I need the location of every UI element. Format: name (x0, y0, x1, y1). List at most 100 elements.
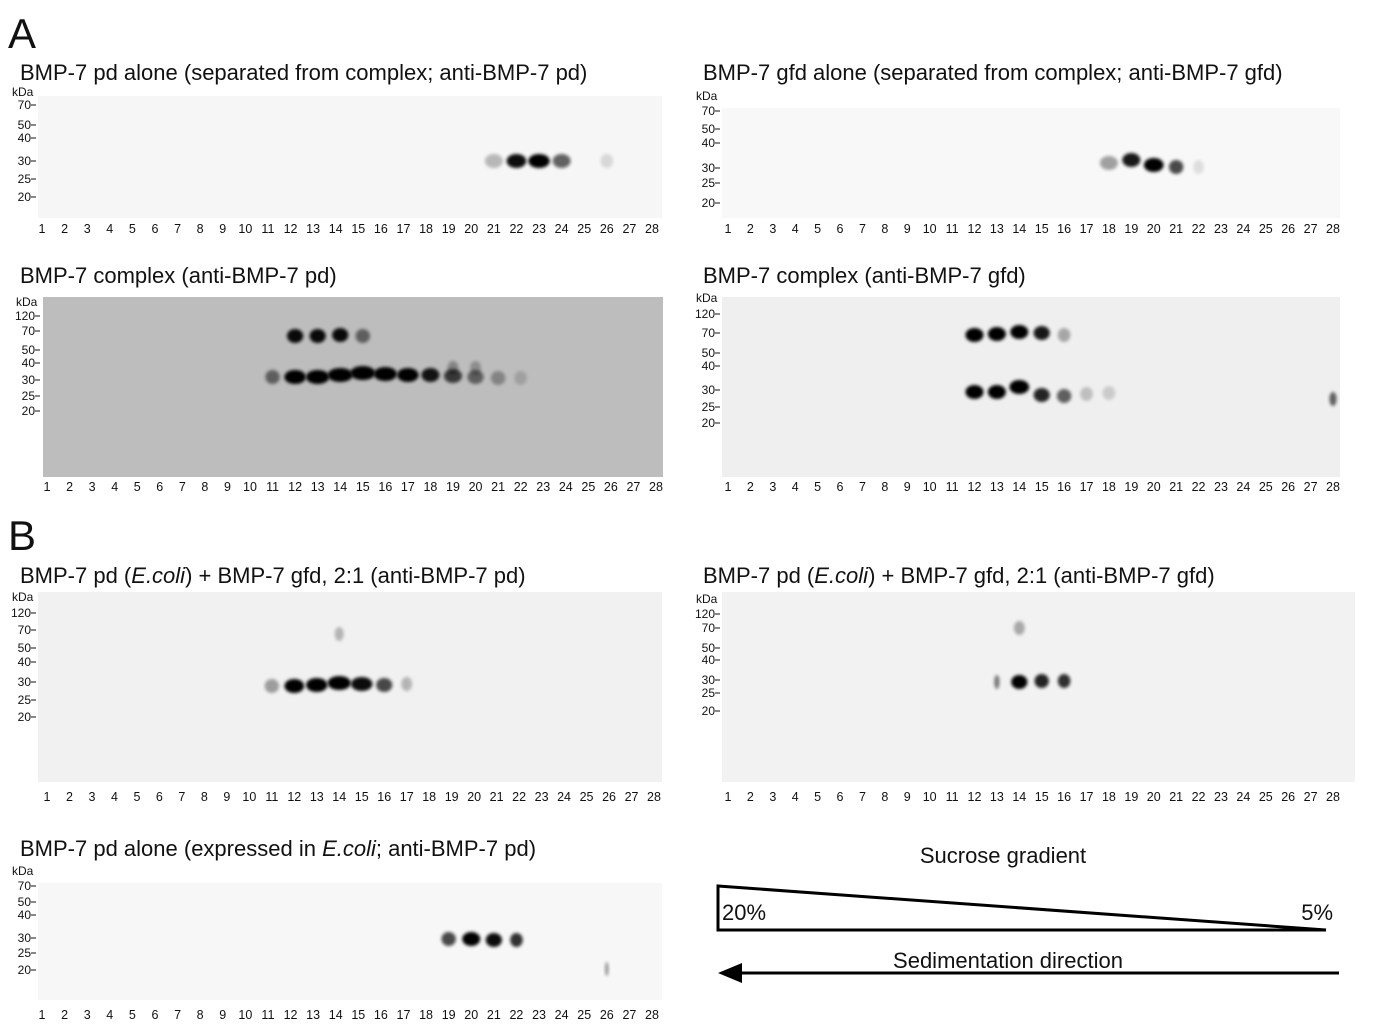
lane-number: 14 (333, 480, 347, 494)
lane-number: 16 (1057, 790, 1071, 804)
band (1011, 675, 1028, 689)
blot (38, 96, 662, 218)
lane-number: 11 (946, 222, 959, 236)
lane-number: 9 (224, 480, 231, 494)
lane-number: 13 (990, 222, 1004, 236)
lane-number: 24 (1236, 790, 1250, 804)
lane-number: 16 (1057, 480, 1071, 494)
lane-number: 22 (512, 790, 526, 804)
panel-title: BMP-7 gfd alone (separated from complex;… (703, 60, 1283, 85)
lane-number: 22 (1192, 480, 1206, 494)
lane-number: 23 (535, 790, 549, 804)
lane-number: 19 (445, 790, 459, 804)
lane-number: 14 (332, 790, 346, 804)
blot (38, 592, 662, 782)
band (376, 678, 393, 692)
kda-label: 20 (18, 963, 32, 977)
lane-number: 1 (39, 1008, 46, 1022)
lane-number: 11 (266, 480, 279, 494)
lane-number: 6 (151, 222, 158, 236)
title-part: BMP-7 pd ( (20, 563, 132, 588)
title-part: E.coli (814, 563, 869, 588)
lane-number: 3 (88, 790, 95, 804)
lane-number: 7 (174, 1008, 181, 1022)
kda-label: 50 (702, 122, 716, 136)
band (528, 154, 550, 168)
lane-number: 1 (725, 480, 732, 494)
gradient-wedge (716, 884, 1327, 932)
lane-number: 11 (946, 480, 959, 494)
lane-number: 20 (1147, 480, 1161, 494)
kda-label: 25 (18, 693, 32, 707)
band (355, 329, 370, 343)
lane-number: 14 (1012, 480, 1026, 494)
band (421, 368, 440, 382)
lane-number: 26 (604, 480, 618, 494)
lane-number: 22 (1192, 222, 1206, 236)
lane-number: 4 (792, 222, 799, 236)
kda-unit: kDa (696, 89, 718, 103)
panel-title: BMP-7 complex (anti-BMP-7 pd) (20, 263, 337, 288)
lane-number: 24 (555, 222, 569, 236)
lane-number: 6 (156, 790, 163, 804)
lane-number: 16 (374, 1008, 388, 1022)
lane-number: 21 (487, 1008, 501, 1022)
band (994, 675, 1000, 689)
lane-number: 14 (1012, 790, 1026, 804)
lane-number: 7 (859, 480, 866, 494)
lane-number: 18 (422, 790, 436, 804)
lane-number: 4 (792, 480, 799, 494)
panel-title: BMP-7 pd alone (expressed in E.coli; ant… (20, 836, 536, 861)
band (1329, 392, 1337, 406)
band (1009, 380, 1030, 394)
lane-number: 27 (622, 1008, 636, 1022)
lane-number: 28 (649, 480, 663, 494)
kda-label: 70 (18, 879, 32, 893)
kda-label: 30 (702, 383, 716, 397)
kda-label: 70 (702, 326, 716, 340)
kda-label: 120 (695, 307, 715, 321)
band (350, 677, 373, 691)
lane-number: 28 (1326, 222, 1340, 236)
lane-number: 8 (881, 480, 888, 494)
title-part: BMP-7 complex (anti-BMP-7 pd) (20, 263, 337, 288)
kda-label: 50 (18, 641, 32, 655)
lane-number: 18 (423, 480, 437, 494)
kda-label: 25 (18, 172, 32, 186)
lane-number: 9 (904, 222, 911, 236)
title-part: ) + BMP-7 gfd, 2:1 (anti-BMP-7 pd) (185, 563, 526, 588)
kda-label: 50 (22, 343, 36, 357)
lane-number: 24 (559, 480, 573, 494)
lane-number: 24 (1236, 222, 1250, 236)
band (305, 678, 328, 692)
kda-unit: kDa (12, 590, 34, 604)
lane-number: 26 (602, 790, 616, 804)
lane-number: 2 (66, 790, 73, 804)
panel-label: B (8, 512, 36, 559)
lane-number: 27 (1304, 790, 1318, 804)
kda-label: 70 (18, 98, 32, 112)
band (467, 370, 484, 384)
lane-number: 26 (600, 1008, 614, 1022)
gradient-title: Sucrose gradient (920, 843, 1086, 868)
band (287, 329, 304, 343)
band (264, 679, 280, 693)
lane-number: 1 (725, 222, 732, 236)
lane-number: 12 (284, 222, 298, 236)
lane-number: 26 (1281, 480, 1295, 494)
lane-number: 18 (1102, 222, 1116, 236)
lane-number: 3 (89, 480, 96, 494)
lane-number: 10 (923, 480, 937, 494)
lane-number: 2 (61, 222, 68, 236)
kda-unit: kDa (16, 295, 38, 309)
band (965, 328, 984, 342)
kda-unit: kDa (12, 85, 34, 99)
lane-number: 26 (1281, 222, 1295, 236)
blot-background (38, 592, 662, 782)
lane-number: 15 (351, 222, 365, 236)
lane-number: 24 (555, 1008, 569, 1022)
lane-number: 22 (509, 1008, 523, 1022)
band (332, 328, 349, 342)
band (1013, 621, 1025, 635)
kda-label: 50 (18, 118, 32, 132)
